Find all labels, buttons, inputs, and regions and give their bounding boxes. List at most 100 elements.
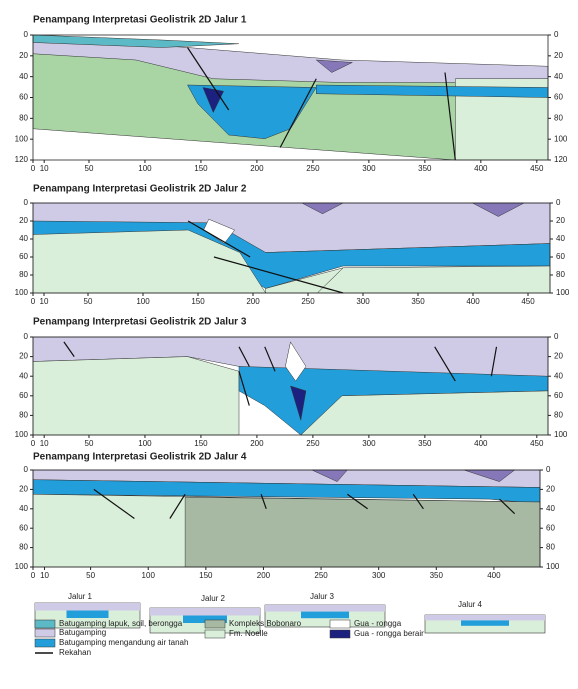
y-tick-label: 40 — [19, 504, 28, 513]
y-tick-label-right: 100 — [554, 134, 568, 143]
x-tick-label: 0 — [31, 571, 36, 580]
y-tick-label: 20 — [19, 352, 28, 361]
x-tick-label: 300 — [362, 164, 376, 173]
y-tick-label: 0 — [24, 30, 29, 39]
y-tick-label-right: 100 — [546, 562, 560, 571]
x-tick-label: 400 — [466, 297, 480, 306]
y-tick-label: 60 — [19, 252, 28, 261]
x-tick-label: 200 — [250, 164, 264, 173]
x-tick-label: 350 — [418, 439, 432, 448]
y-tick-label: 0 — [24, 198, 29, 207]
y-tick-label-right: 100 — [556, 288, 570, 297]
overview-water — [301, 612, 349, 619]
panel-title: Penampang Interpretasi Geolistrik 2D Jal… — [33, 452, 247, 463]
y-tick-label: 40 — [19, 371, 28, 380]
y-tick-label-right: 60 — [556, 252, 565, 261]
x-tick-label: 0 — [31, 297, 36, 306]
y-tick-label-right: 100 — [554, 430, 568, 439]
y-tick-label-right: 80 — [556, 270, 565, 279]
x-tick-label: 10 — [40, 571, 49, 580]
x-tick-label: 100 — [142, 571, 156, 580]
x-tick-label: 0 — [31, 439, 36, 448]
x-tick-label: 200 — [257, 571, 271, 580]
y-tick-label-right: 0 — [556, 198, 561, 207]
y-tick-label-right: 60 — [546, 523, 555, 532]
x-tick-label: 300 — [362, 439, 376, 448]
overview-limestone — [425, 615, 545, 620]
y-tick-label-right: 120 — [554, 155, 568, 164]
panel-title: Penampang Interpretasi Geolistrik 2D Jal… — [33, 15, 247, 26]
y-tick-label: 100 — [15, 134, 29, 143]
x-tick-label: 300 — [372, 571, 386, 580]
y-tick-label: 100 — [15, 430, 29, 439]
overview-label: Jalur 4 — [458, 600, 483, 609]
overview-limestone — [35, 603, 140, 611]
figure: Penampang Interpretasi Geolistrik 2D Jal… — [0, 0, 578, 689]
x-tick-label: 10 — [40, 439, 49, 448]
x-tick-label: 200 — [250, 439, 264, 448]
y-tick-label-right: 40 — [554, 371, 563, 380]
y-tick-label-right: 0 — [554, 30, 559, 39]
y-tick-label-right: 80 — [546, 543, 555, 552]
x-tick-label: 250 — [306, 439, 320, 448]
y-tick-label: 0 — [24, 465, 29, 474]
x-tick-label: 250 — [306, 164, 320, 173]
x-tick-label: 50 — [86, 571, 95, 580]
legend-label: Gua - rongga — [354, 619, 402, 628]
legend-label: Gua - rongga berair — [354, 629, 424, 638]
legend-label: Fm. Noelle — [229, 629, 268, 638]
legend-swatch — [330, 620, 350, 628]
y-tick-label-right: 20 — [554, 51, 563, 60]
x-tick-label: 450 — [530, 164, 544, 173]
y-tick-label: 20 — [19, 216, 28, 225]
x-tick-label: 250 — [314, 571, 328, 580]
y-tick-label-right: 80 — [554, 411, 563, 420]
x-tick-label: 10 — [40, 297, 49, 306]
y-tick-label: 0 — [24, 332, 29, 341]
x-tick-label: 250 — [301, 297, 315, 306]
y-tick-label-right: 80 — [554, 113, 563, 122]
y-tick-label-right: 60 — [554, 93, 563, 102]
overview-limestone — [265, 605, 385, 612]
y-tick-label: 60 — [19, 391, 28, 400]
x-tick-label: 150 — [194, 439, 208, 448]
x-tick-label: 400 — [474, 164, 488, 173]
y-tick-label-right: 40 — [556, 234, 565, 243]
x-tick-label: 50 — [84, 297, 93, 306]
x-tick-label: 0 — [31, 164, 36, 173]
legend-label: Batugamping — [59, 628, 106, 637]
x-tick-label: 350 — [411, 297, 425, 306]
x-tick-label: 350 — [418, 164, 432, 173]
x-tick-label: 150 — [194, 164, 208, 173]
panel-title: Penampang Interpretasi Geolistrik 2D Jal… — [33, 184, 247, 195]
y-tick-label-right: 40 — [546, 504, 555, 513]
x-tick-label: 150 — [191, 297, 205, 306]
legend-label: Batugamping mengandung air tanah — [59, 638, 188, 647]
panel-title: Penampang Interpretasi Geolistrik 2D Jal… — [33, 317, 247, 328]
x-tick-label: 200 — [246, 297, 260, 306]
legend-label: Batugamping lapuk, soil, berongga — [59, 619, 183, 628]
y-tick-label: 60 — [19, 523, 28, 532]
x-tick-label: 350 — [430, 571, 444, 580]
x-tick-label: 300 — [356, 297, 370, 306]
y-tick-label-right: 20 — [554, 352, 563, 361]
y-tick-label: 20 — [19, 51, 28, 60]
y-tick-label: 60 — [19, 93, 28, 102]
layer — [185, 497, 540, 567]
overview-label: Jalur 2 — [201, 594, 226, 603]
x-tick-label: 400 — [474, 439, 488, 448]
cross-section — [33, 470, 540, 567]
cross-section — [33, 203, 550, 293]
legend-swatch — [205, 620, 225, 628]
legend-label: Rekahan — [59, 648, 91, 657]
y-tick-label-right: 0 — [546, 465, 551, 474]
x-tick-label: 400 — [487, 571, 501, 580]
layer — [317, 266, 550, 293]
cross-section — [33, 337, 548, 435]
legend-label: Kompleks Bobonaro — [229, 619, 302, 628]
legend-swatch — [205, 630, 225, 638]
overview-label: Jalur 3 — [310, 592, 335, 601]
y-tick-label-right: 20 — [556, 216, 565, 225]
overview-water — [461, 620, 509, 625]
y-tick-label: 40 — [19, 72, 28, 81]
